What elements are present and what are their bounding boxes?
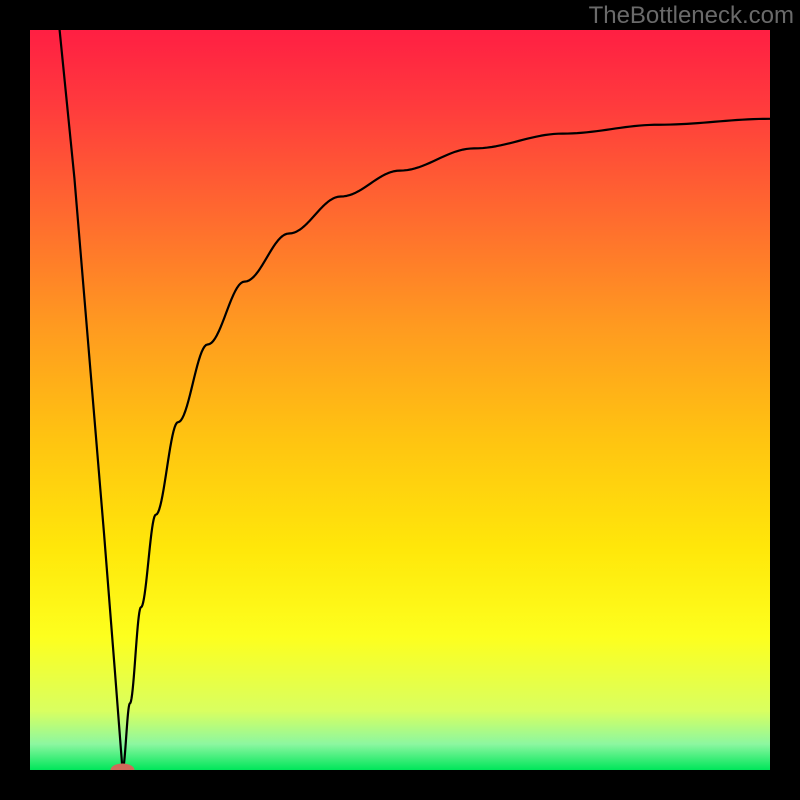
chart-container: TheBottleneck.com [0, 0, 800, 800]
frame-border-right [770, 0, 800, 800]
frame-border-bottom [0, 770, 800, 800]
watermark-text: TheBottleneck.com [589, 2, 794, 30]
plot-background-gradient [30, 30, 770, 770]
bottleneck-curve-chart [0, 0, 800, 800]
frame-border-left [0, 0, 30, 800]
